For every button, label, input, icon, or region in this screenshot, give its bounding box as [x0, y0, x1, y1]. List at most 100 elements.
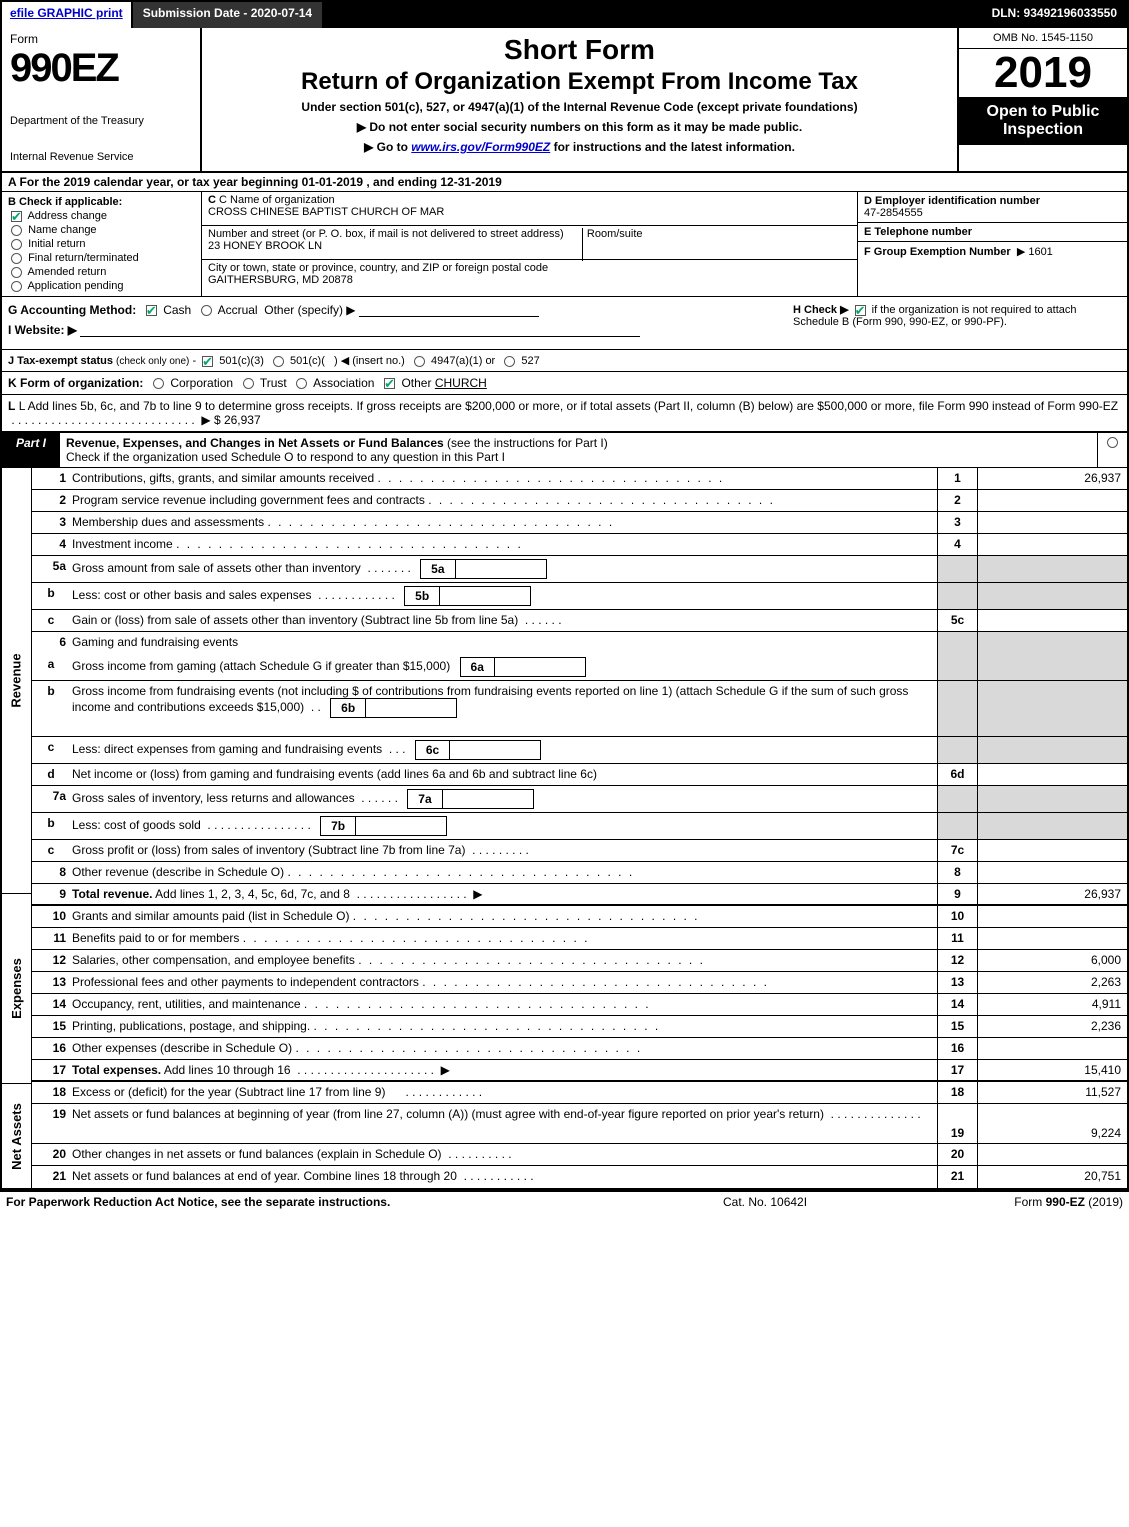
line-14: 14Occupancy, rent, utilities, and mainte… [32, 994, 1127, 1016]
form-title: Return of Organization Exempt From Incom… [212, 68, 947, 96]
org-city-row: City or town, state or province, country… [202, 260, 857, 294]
chk-527[interactable] [504, 356, 515, 367]
line-3: 3Membership dues and assessments 3 [32, 512, 1127, 534]
sidebar-revenue: Revenue [9, 653, 24, 707]
line-6b-inline [366, 699, 456, 717]
line-3-value [977, 512, 1127, 533]
line-17-value: 15,410 [977, 1060, 1127, 1080]
line-16-value [977, 1038, 1127, 1059]
line-6: 6Gaming and fundraising events [32, 632, 1127, 654]
schedule-b-check: H Check ▶ if the organization is not req… [787, 297, 1127, 349]
efile-print-link[interactable]: efile GRAPHIC print [2, 2, 133, 28]
line-6c-inline [450, 741, 540, 759]
sidebar-expenses: Expenses [9, 958, 24, 1019]
line-8-value [977, 862, 1127, 883]
line-2: 2Program service revenue including gover… [32, 490, 1127, 512]
line-19: 19Net assets or fund balances at beginni… [32, 1104, 1127, 1144]
line-6d: dNet income or (loss) from gaming and fu… [32, 764, 1127, 786]
line-4: 4Investment income 4 [32, 534, 1127, 556]
open-public-inspection: Open to Public Inspection [959, 97, 1127, 145]
chk-trust[interactable] [243, 378, 254, 389]
part-1-tag: Part I [2, 433, 60, 467]
org-street-row: Number and street (or P. O. box, if mail… [202, 226, 857, 260]
org-city-value: Gaithersburg, MD 20878 [208, 274, 851, 286]
chk-association[interactable] [296, 378, 307, 389]
line-6d-value [977, 764, 1127, 785]
form-subtitle: Under section 501(c), 527, or 4947(a)(1)… [212, 100, 947, 114]
chk-final-return[interactable]: Final return/terminated [8, 252, 195, 264]
irs-link[interactable]: www.irs.gov/Form990EZ [411, 140, 550, 154]
line-5c: cGain or (loss) from sale of assets othe… [32, 610, 1127, 632]
line-21: 21Net assets or fund balances at end of … [32, 1166, 1127, 1188]
chk-accrual[interactable] [201, 305, 212, 316]
chk-501c[interactable] [273, 356, 284, 367]
row-j-tax-exempt: J Tax-exempt status (check only one) - 5… [2, 350, 1127, 372]
top-bar: efile GRAPHIC print Submission Date - 20… [2, 2, 1127, 28]
line-9-value: 26,937 [977, 884, 1127, 904]
line-5a: 5aGross amount from sale of assets other… [32, 556, 1127, 583]
accounting-method: G Accounting Method: Cash Accrual Other … [8, 303, 781, 317]
line-7c: cGross profit or (loss) from sales of in… [32, 840, 1127, 862]
telephone-row: E Telephone number [858, 223, 1127, 242]
gross-receipts-value: ▶ $ 26,937 [201, 413, 260, 427]
ein-row: D Employer identification number 47-2854… [858, 192, 1127, 223]
row-a-taxyear: A For the 2019 calendar year, or tax yea… [2, 173, 1127, 192]
header-left: Form 990EZ Department of the Treasury In… [2, 28, 202, 171]
part-1-sheet: Revenue Expenses Net Assets 1Contributio… [2, 468, 1127, 1188]
line-12-value: 6,000 [977, 950, 1127, 971]
line-19-value: 9,224 [977, 1104, 1127, 1143]
line-5b-inline [440, 587, 530, 605]
chk-4947a1[interactable] [414, 356, 425, 367]
room-suite-label: Room/suite [582, 228, 643, 261]
chk-corporation[interactable] [153, 378, 164, 389]
short-form-title: Short Form [212, 34, 947, 66]
paperwork-notice: For Paperwork Reduction Act Notice, see … [6, 1195, 723, 1209]
dept-treasury: Department of the Treasury [10, 115, 192, 127]
line-15: 15Printing, publications, postage, and s… [32, 1016, 1127, 1038]
form-footer-id: Form 990-EZ (2019) [923, 1195, 1123, 1209]
chk-cash[interactable] [146, 305, 157, 316]
other-org-value: CHURCH [435, 376, 487, 390]
part-1-schedule-o-checkbox[interactable] [1097, 433, 1127, 467]
org-name-row: C C Name of organization CROSS CHINESE B… [202, 192, 857, 226]
line-10: 10Grants and similar amounts paid (list … [32, 906, 1127, 928]
chk-name-change[interactable]: Name change [8, 224, 195, 236]
block-b-c-d: B Check if applicable: Address change Na… [2, 192, 1127, 297]
website-input[interactable] [80, 323, 640, 337]
row-l-gross-receipts: L L Add lines 5b, 6c, and 7b to line 9 t… [2, 395, 1127, 433]
group-exemption-value: ▶ 1601 [1017, 246, 1053, 258]
line-18: 18Excess or (deficit) for the year (Subt… [32, 1082, 1127, 1104]
row-k-form-of-org: K Form of organization: Corporation Trus… [2, 372, 1127, 395]
instructions-link-line: ▶ Go to www.irs.gov/Form990EZ for instru… [212, 140, 947, 154]
line-16: 16Other expenses (describe in Schedule O… [32, 1038, 1127, 1060]
org-name-value: CROSS CHINESE BAPTIST CHURCH OF MAR [208, 206, 851, 218]
line-2-value [977, 490, 1127, 511]
line-6a-inline [495, 658, 585, 676]
chk-application-pending[interactable]: Application pending [8, 280, 195, 292]
cat-no: Cat. No. 10642I [723, 1195, 923, 1209]
chk-initial-return[interactable]: Initial return [8, 238, 195, 250]
line-15-value: 2,236 [977, 1016, 1127, 1037]
line-5a-inline [456, 560, 546, 578]
sidebar-net-assets: Net Assets [9, 1103, 24, 1170]
chk-schedule-b[interactable] [855, 305, 866, 316]
form-990ez-page: efile GRAPHIC print Submission Date - 20… [0, 0, 1129, 1190]
line-1-value: 26,937 [977, 468, 1127, 489]
line-1: 1Contributions, gifts, grants, and simil… [32, 468, 1127, 490]
col-d-e-f: D Employer identification number 47-2854… [857, 192, 1127, 296]
chk-amended-return[interactable]: Amended return [8, 266, 195, 278]
submission-date-button[interactable]: Submission Date - 2020-07-14 [133, 2, 324, 28]
dln-label: DLN: 93492196033550 [982, 2, 1127, 28]
chk-address-change[interactable]: Address change [8, 210, 195, 222]
line-12: 12Salaries, other compensation, and empl… [32, 950, 1127, 972]
part-1-header: Part I Revenue, Expenses, and Changes in… [2, 433, 1127, 468]
line-20: 20Other changes in net assets or fund ba… [32, 1144, 1127, 1166]
line-7c-value [977, 840, 1127, 861]
chk-501c3[interactable] [202, 356, 213, 367]
line-21-value: 20,751 [977, 1166, 1127, 1188]
accounting-other-input[interactable] [359, 303, 539, 317]
chk-other-org[interactable] [384, 378, 395, 389]
row-g-h-i: G Accounting Method: Cash Accrual Other … [2, 297, 1127, 350]
omb-number: OMB No. 1545-1150 [959, 28, 1127, 49]
line-13: 13Professional fees and other payments t… [32, 972, 1127, 994]
